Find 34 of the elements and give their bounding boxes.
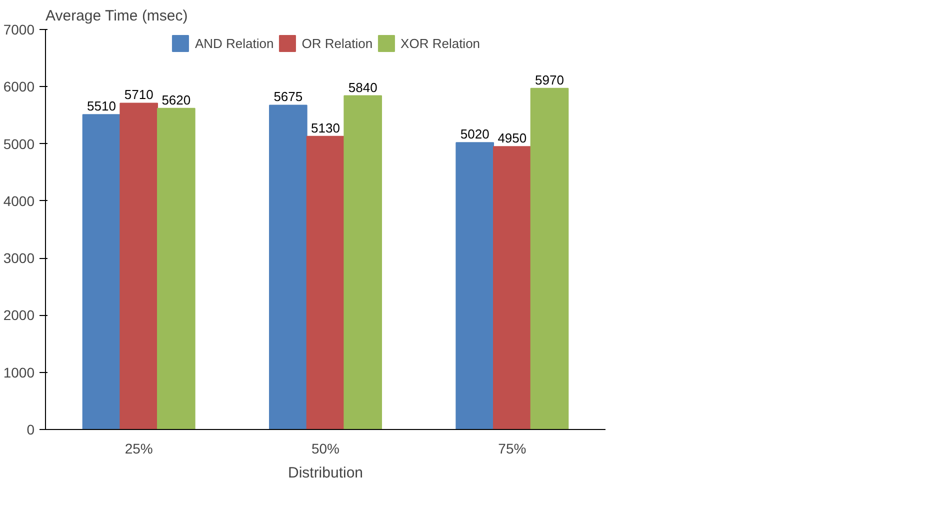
- data-label: 5970: [535, 72, 564, 88]
- y-tick-label: 7000: [3, 22, 35, 38]
- x-axis-title: Distribution: [288, 464, 364, 482]
- y-tick-label: 1000: [3, 364, 35, 380]
- data-label: 5710: [124, 87, 154, 102]
- bar: [530, 88, 569, 430]
- legend-label: AND Relation: [194, 36, 274, 50]
- x-tick-label: 75%: [498, 440, 526, 456]
- bar: [120, 102, 158, 430]
- data-label: 5130: [311, 120, 340, 136]
- legend-label: XOR Relation: [400, 36, 480, 50]
- y-tick-label: 2000: [3, 307, 35, 324]
- data-label: 5840: [348, 80, 378, 95]
- bar: [306, 136, 345, 430]
- bar: [456, 142, 494, 430]
- y-tick-label: 3000: [3, 250, 35, 266]
- bar: [269, 104, 308, 430]
- y-axis-title: Average Time (msec): [46, 8, 188, 24]
- data-label: 5020: [460, 126, 490, 142]
- data-label: 5510: [87, 98, 116, 114]
- y-tick-label: 4000: [3, 192, 35, 209]
- x-tick-label: 50%: [311, 440, 340, 456]
- y-tick-label: 5000: [3, 136, 35, 152]
- x-tick-label: 25%: [124, 440, 153, 456]
- bar: [157, 108, 196, 430]
- y-tick-label: 6000: [3, 78, 35, 95]
- legend-label: OR Relation: [302, 36, 373, 50]
- bar: [493, 146, 532, 430]
- y-tick-label: 0: [26, 422, 35, 438]
- data-label: 5620: [162, 92, 191, 108]
- bar: [82, 114, 121, 430]
- data-label: 5675: [274, 89, 303, 104]
- data-label: 4950: [498, 130, 527, 146]
- bar: [344, 95, 382, 430]
